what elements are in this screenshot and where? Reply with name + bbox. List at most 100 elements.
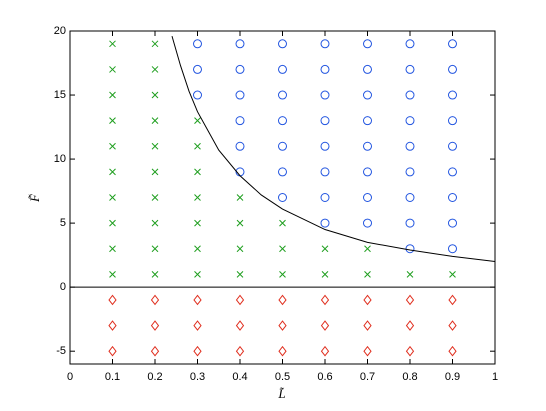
diamond-marker xyxy=(235,320,245,331)
cross-marker xyxy=(151,117,159,125)
cross-marker xyxy=(449,270,456,278)
x-tick-label: 0 xyxy=(67,371,73,383)
circle-marker xyxy=(363,90,372,100)
circle-marker xyxy=(320,90,330,100)
circle-marker xyxy=(405,64,415,74)
circle-marker xyxy=(405,39,415,49)
y-tick-label: 20 xyxy=(54,25,66,37)
circle-marker xyxy=(405,167,415,177)
diamond-marker xyxy=(278,345,287,357)
circle-marker xyxy=(193,64,202,74)
cross-marker xyxy=(194,245,201,253)
circle-marker xyxy=(320,39,330,49)
x-tick-label: 0.5 xyxy=(275,371,290,383)
cross-marker xyxy=(151,40,159,48)
y-tick-label: 0 xyxy=(60,281,66,293)
cross-marker xyxy=(279,270,286,278)
diamond-marker xyxy=(108,320,117,331)
cross-marker xyxy=(194,117,201,125)
cross-marker xyxy=(151,270,159,278)
circle-marker xyxy=(320,167,330,177)
diamond-marker xyxy=(320,294,330,306)
circle-marker xyxy=(235,39,245,49)
diamond-marker xyxy=(363,345,372,357)
cross-marker xyxy=(109,91,116,99)
cross-marker xyxy=(279,245,286,253)
circle-marker xyxy=(363,218,372,228)
diamond-marker xyxy=(278,320,287,331)
cross-marker xyxy=(109,194,116,201)
cross-marker xyxy=(236,245,244,253)
cross-marker xyxy=(194,142,201,150)
diamond-marker xyxy=(448,320,457,331)
circle-marker xyxy=(448,90,457,100)
x-tick-label: 0.3 xyxy=(190,371,205,383)
cross-marker xyxy=(321,245,329,253)
cross-marker xyxy=(109,142,116,150)
circle-marker xyxy=(278,64,287,74)
circle-marker xyxy=(278,167,287,177)
x-tick-label: 0.9 xyxy=(445,371,460,383)
x-tick-label: 0.1 xyxy=(105,371,120,383)
diamond-marker xyxy=(193,294,202,306)
circle-marker xyxy=(235,141,245,151)
circle-marker xyxy=(278,39,287,49)
cross-marker xyxy=(109,245,116,253)
cross-marker xyxy=(236,270,244,278)
circle-marker xyxy=(363,167,372,177)
diamond-marker xyxy=(150,320,160,331)
circle-marker xyxy=(235,116,245,126)
cross-marker xyxy=(109,219,116,227)
circle-marker xyxy=(448,116,457,126)
diamond-marker xyxy=(320,345,330,357)
cross-marker xyxy=(194,219,201,227)
cross-marker xyxy=(151,194,159,201)
diamond-marker xyxy=(320,320,330,331)
cross-marker xyxy=(109,168,116,176)
cross-marker xyxy=(279,219,286,227)
circle-marker xyxy=(363,39,372,49)
circle-marker xyxy=(448,218,457,228)
circle-marker xyxy=(363,141,372,151)
circle-marker xyxy=(278,193,287,202)
diamond-marker xyxy=(448,345,457,357)
x-tick-label: 0.8 xyxy=(402,371,417,383)
circle-marker xyxy=(448,193,457,202)
cross-marker xyxy=(236,194,244,201)
circle-marker xyxy=(405,116,415,126)
diamond-marker xyxy=(278,294,287,306)
circle-marker xyxy=(320,141,330,151)
x-tick-label: 0.7 xyxy=(360,371,375,383)
y-axis-label: F̃ xyxy=(27,193,42,203)
cross-marker xyxy=(109,66,116,73)
cross-marker xyxy=(194,270,201,278)
circle-marker xyxy=(448,167,457,177)
diamond-marker xyxy=(363,320,372,331)
cross-marker xyxy=(194,194,201,201)
circle-marker xyxy=(405,218,415,228)
diamond-marker xyxy=(405,345,415,357)
x-tick-label: 0.6 xyxy=(317,371,332,383)
diamond-marker xyxy=(108,294,117,306)
y-tick-label: -5 xyxy=(56,345,66,357)
circle-marker xyxy=(235,90,245,100)
cross-marker xyxy=(151,66,159,73)
diamond-marker xyxy=(235,294,245,306)
circle-marker xyxy=(278,116,287,126)
x-axis-label: L̃ xyxy=(277,386,285,401)
cross-marker xyxy=(109,270,116,278)
diamond-marker xyxy=(150,294,160,306)
circle-marker xyxy=(320,218,330,228)
circle-marker xyxy=(448,244,457,254)
circle-marker xyxy=(405,90,415,100)
circle-marker xyxy=(448,141,457,151)
circle-marker xyxy=(320,64,330,74)
circle-marker xyxy=(405,141,415,151)
x-tick-label: 1 xyxy=(492,371,498,383)
circle-marker xyxy=(320,193,330,202)
diamond-marker xyxy=(405,294,415,306)
circle-marker xyxy=(405,193,415,202)
